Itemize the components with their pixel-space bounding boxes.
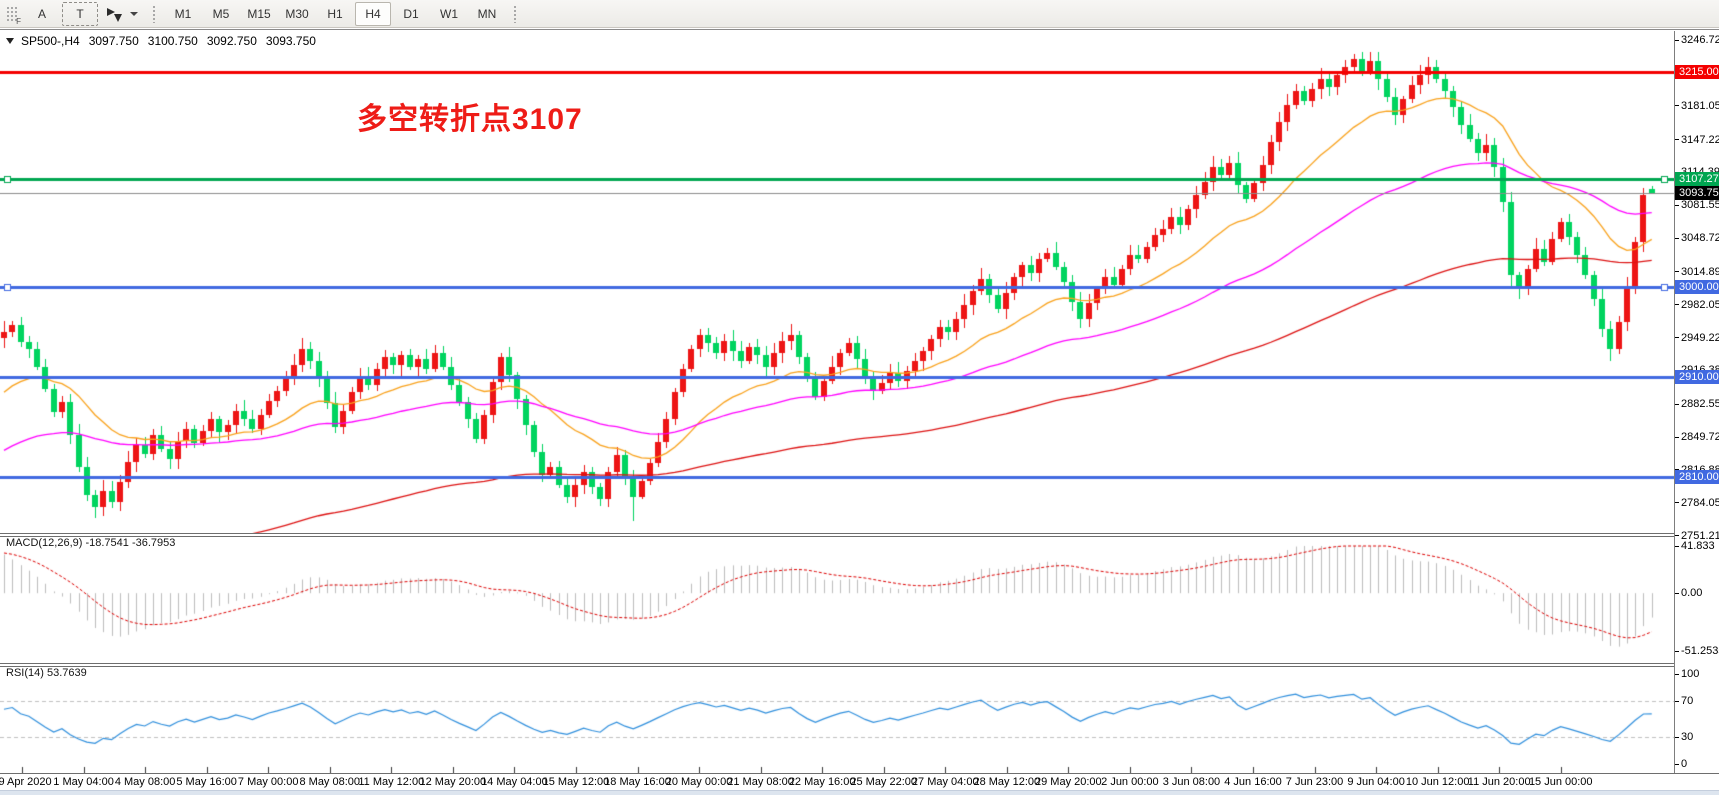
rsi-axis-tick: 0 <box>1675 758 1687 770</box>
timeframe-button-W1[interactable]: W1 <box>440 6 458 21</box>
window-bottom-strip <box>0 790 1719 795</box>
price-tick: 3147.225 <box>1675 134 1719 146</box>
price-tag: 3093.750 <box>1675 185 1719 200</box>
price-tick: 3048.720 <box>1675 232 1719 244</box>
timeframe-button-H4[interactable]: H4 <box>355 1 391 26</box>
time-label: 27 May 04:00 <box>911 776 979 788</box>
toolbar: F A T M1 M5 M15 M30 H1 H4 D1 W1 MN <box>0 0 1719 28</box>
time-label: 18 May 16:00 <box>604 776 671 788</box>
time-label: 8 May 08:00 <box>299 776 361 788</box>
panel-separator <box>0 666 1719 667</box>
chart-window: SP500-,H4 3097.750 3100.750 3092.750 309… <box>0 29 1719 795</box>
symbol-dropdown-icon[interactable] <box>6 38 14 44</box>
chart-annotation[interactable]: 多空转折点3107 <box>357 103 583 136</box>
price-tick: 2751.215 <box>1675 530 1719 542</box>
symbol-label: SP500-,H4 <box>21 34 80 48</box>
arrow-tool-button[interactable] <box>100 2 144 26</box>
price-tick: 3181.055 <box>1675 100 1719 112</box>
price-tick: 3246.725 <box>1675 34 1719 46</box>
time-label: 2 Jun 00:00 <box>1101 776 1159 788</box>
timeframe-group: M1 M5 M15 M30 H1 H4 D1 W1 MN <box>165 1 505 26</box>
timeframe-button-D1[interactable]: D1 <box>403 6 419 21</box>
timeframe-button-M30[interactable]: M30 <box>285 6 309 21</box>
time-label: 14 May 04:00 <box>481 776 548 788</box>
toolbar-grip-label: F <box>16 17 21 26</box>
time-label: 15 May 12:00 <box>542 776 610 788</box>
arrow-tool-icon <box>106 6 126 22</box>
time-label: 15 Jun 00:00 <box>1528 776 1593 788</box>
time-label: 10 Jun 12:00 <box>1405 776 1470 788</box>
time-label: 5 May 16:00 <box>176 776 237 788</box>
time-label: 25 May 22:00 <box>850 776 918 788</box>
time-label: 11 May 12:00 <box>358 776 425 788</box>
price-tag: 3107.273 <box>1675 172 1719 187</box>
time-label: 21 May 08:00 <box>727 776 794 788</box>
price-tick: 2784.050 <box>1675 497 1719 509</box>
text-tool-button[interactable]: T <box>62 1 98 26</box>
price-tick: 2982.055 <box>1675 299 1719 311</box>
time-label: 29 May 20:00 <box>1035 776 1102 788</box>
price-tick: 2949.220 <box>1675 332 1719 344</box>
time-label: 20 May 00:00 <box>665 776 733 788</box>
timeframe-button-H1[interactable]: H1 <box>327 6 343 21</box>
time-label: 29 Apr 2020 <box>0 776 52 788</box>
timeframe-button-M5[interactable]: M5 <box>212 6 230 21</box>
macd-axis-tick: 0.00 <box>1675 587 1702 599</box>
rsi-axis-tick: 100 <box>1675 668 1699 680</box>
price-tick: 2849.720 <box>1675 431 1719 443</box>
price-tick: 3014.890 <box>1675 266 1719 278</box>
toolbar-separator <box>513 4 518 23</box>
price-axis: 3246.7253181.0553147.2253114.3903081.555… <box>1674 31 1719 773</box>
time-label: 11 Jun 20:00 <box>1467 776 1531 788</box>
macd-axis-tick: 41.833 <box>1675 540 1715 552</box>
ohlc-high: 3100.750 <box>147 34 198 48</box>
time-label: 7 Jun 23:00 <box>1285 776 1344 788</box>
chart-header: SP500-,H4 3097.750 3100.750 3092.750 309… <box>6 34 316 48</box>
time-label: 12 May 20:00 <box>419 776 487 788</box>
timeframe-button-MN[interactable]: MN <box>477 6 497 21</box>
ohlc-close: 3093.750 <box>265 34 316 48</box>
price-tag: 3000.000 <box>1675 279 1719 294</box>
price-tag: 3215.000 <box>1675 64 1719 79</box>
font-tool-button[interactable]: A <box>37 6 46 21</box>
toolbar-grip[interactable]: F <box>5 5 21 26</box>
time-label: 1 May 04:00 <box>53 776 114 788</box>
time-label: 7 May 00:00 <box>237 776 299 788</box>
rsi-axis-tick: 70 <box>1675 695 1693 707</box>
rsi-panel-label: RSI(14) 53.7639 <box>6 667 87 679</box>
time-label: 4 May 08:00 <box>114 776 176 788</box>
time-label: 3 Jun 08:00 <box>1162 776 1221 788</box>
timeframe-button-M1[interactable]: M1 <box>174 6 192 21</box>
ohlc-open: 3097.750 <box>88 34 139 48</box>
panel-separator[interactable] <box>0 533 1719 534</box>
chevron-down-icon[interactable] <box>130 11 138 16</box>
price-tick: 3081.555 <box>1675 199 1719 211</box>
rsi-axis-tick: 30 <box>1675 731 1693 743</box>
macd-panel-label: MACD(12,26,9) -18.7541 -36.7953 <box>6 537 176 549</box>
time-label: 22 May 16:00 <box>788 776 856 788</box>
panel-separator <box>0 536 1719 537</box>
macd-axis-tick: -51.2535 <box>1675 645 1719 657</box>
time-label: 9 Jun 04:00 <box>1347 776 1405 788</box>
timeframe-button-M15[interactable]: M15 <box>247 6 271 21</box>
price-tick: 2882.555 <box>1675 398 1719 410</box>
time-label: 28 May 12:00 <box>973 776 1041 788</box>
time-label: 4 Jun 16:00 <box>1224 776 1282 788</box>
toolbar-separator <box>152 4 157 23</box>
price-tag: 2910.000 <box>1675 369 1719 384</box>
price-tag: 2810.000 <box>1675 469 1719 484</box>
panel-separator[interactable] <box>0 663 1719 664</box>
ohlc-low: 3092.750 <box>206 34 257 48</box>
price-chart-canvas[interactable] <box>0 31 1674 773</box>
